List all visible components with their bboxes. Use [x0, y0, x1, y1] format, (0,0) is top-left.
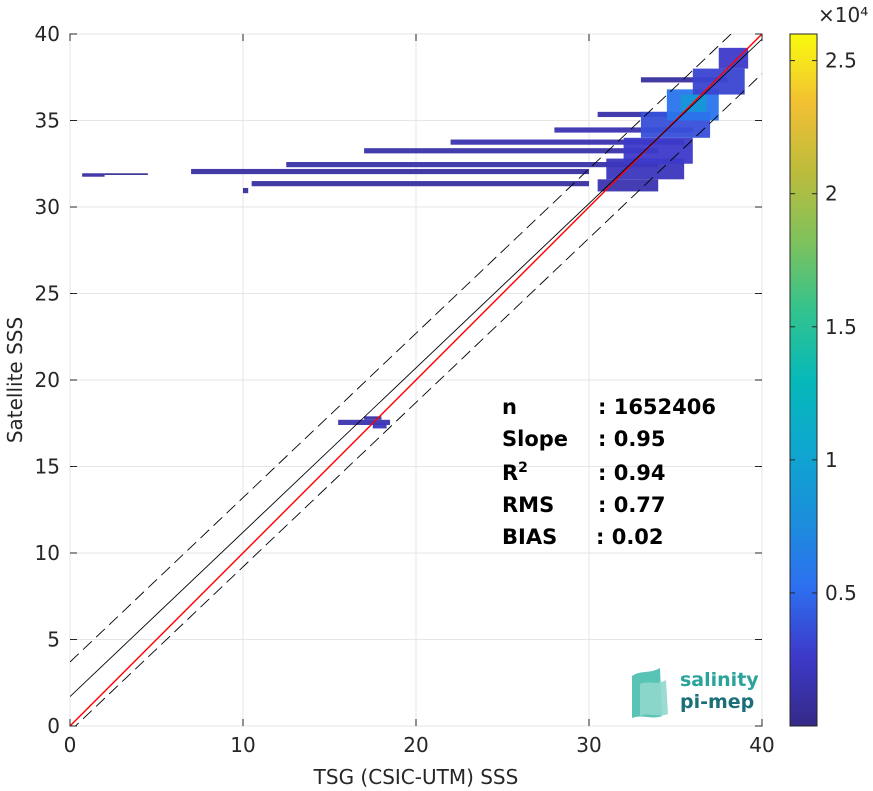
colorbar-tick-label: 1.5 [825, 315, 857, 339]
salinity-pimep-logo: salinity pi-mep [632, 668, 759, 718]
density-heatmap [82, 47, 749, 429]
x-tick-label: 20 [403, 733, 428, 757]
heatmap-cell [364, 148, 659, 154]
line-fit-upper [70, 34, 732, 663]
y-axis-ticks: 0 5 10 15 20 25 30 35 40 [35, 22, 762, 738]
y-tick-label: 10 [35, 541, 60, 565]
line-fit-lower [74, 73, 762, 726]
heatmap-cell [338, 419, 391, 425]
stat-value: : 0.77 [598, 493, 666, 517]
y-tick-label: 40 [35, 22, 60, 46]
x-tick-label: 30 [576, 733, 601, 757]
stat-value: : 0.95 [598, 427, 666, 451]
x-tick-label: 40 [749, 733, 774, 757]
stat-value: : 0.02 [596, 525, 664, 549]
heatmap-cell [692, 68, 745, 95]
heatmap-cell [640, 77, 728, 83]
heatmap-cell [191, 168, 589, 175]
heatmap-cell [82, 173, 105, 177]
heatmap-cell [623, 137, 693, 164]
heatmap-cell [243, 187, 249, 194]
colorbar-tick-label: 2.5 [825, 49, 857, 73]
y-tick-label: 35 [35, 109, 60, 133]
y-tick-label: 5 [47, 628, 60, 652]
x-tick-label: 0 [64, 733, 77, 757]
heatmap-cell [286, 162, 659, 168]
colorbar [789, 33, 818, 727]
logo-line1: salinity [680, 669, 759, 691]
colorbar-tick-label: 2 [825, 182, 838, 206]
heatmap-cell [372, 423, 387, 429]
x-axis-label: TSG (CSIC-UTM) SSS [313, 765, 519, 789]
heatmap-cell [364, 416, 382, 420]
y-tick-label: 20 [35, 368, 60, 392]
logo-wave-icon-2 [640, 680, 668, 716]
line-fit [70, 38, 762, 697]
heatmap-cell [104, 173, 148, 175]
colorbar-tick-label: 1 [825, 448, 838, 472]
heatmap-cell [718, 47, 749, 69]
heatmap-cell [251, 181, 589, 187]
colorbar-ticks: 0.5 1 1.5 2 2.5 [790, 49, 857, 605]
x-tick-label: 10 [230, 733, 255, 757]
y-tick-label: 0 [47, 714, 60, 738]
y-tick-label: 30 [35, 195, 60, 219]
stat-value: : 1652406 [598, 395, 716, 419]
logo-line2: pi-mep [680, 691, 754, 713]
colorbar-tick-label: 0.5 [825, 581, 857, 605]
y-tick-label: 25 [35, 282, 60, 306]
y-tick-label: 15 [35, 455, 60, 479]
x-axis-ticks: 0 10 20 30 40 [64, 34, 775, 757]
reference-lines [70, 34, 762, 726]
stat-label-sup: 2 [518, 460, 528, 476]
colorbar-multiplier: ×10⁴ [818, 3, 868, 27]
y-axis-label: Satellite SSS [3, 317, 27, 443]
heatmap-cell [450, 139, 685, 145]
stat-label: RMS [502, 493, 554, 517]
stat-label: BIAS [502, 525, 557, 549]
stat-label: n [502, 395, 517, 419]
stat-label: Slope [502, 427, 568, 451]
stat-value: : 0.94 [598, 461, 666, 485]
heatmap-cell [554, 127, 693, 133]
